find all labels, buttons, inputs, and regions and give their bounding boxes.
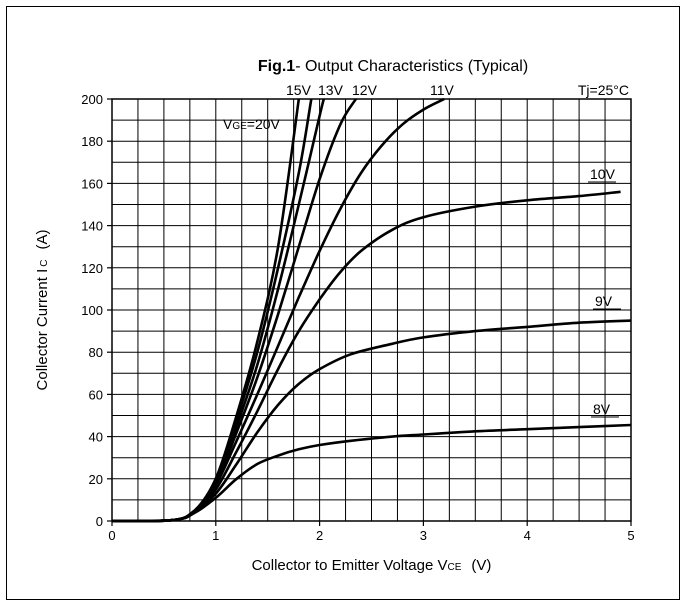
series-label-12v: 12V [352,82,378,98]
x-tick-label: 2 [316,528,323,543]
y-tick-label: 180 [81,134,103,149]
x-tick-label: 5 [627,528,634,543]
y-tick-label: 140 [81,219,103,234]
series-label-15v: 15V [286,82,312,98]
series-label-10v: 10V [590,166,616,182]
chart-title: Fig.1- Output Characteristics (Typical) [258,58,528,75]
x-tick-label: 1 [212,528,219,543]
temperature-annotation: Tj=25°C [578,82,629,98]
x-tick-label: 4 [524,528,531,543]
series-label-11v: 11V [430,82,455,98]
series-line-8v [111,423,632,523]
chart-plot: Fig.1- Output Characteristics (Typical) … [34,58,635,574]
y-tick-label: 40 [89,430,103,445]
y-tick-label: 160 [81,176,103,191]
y-tick-label: 80 [89,345,103,360]
x-tick-labels: 0 1 2 3 4 5 [108,528,634,543]
series-label-13v: 13V [318,82,344,98]
y-tick-label: 200 [81,92,103,107]
y-axis-label: Collector Current I C (A) [34,230,51,391]
y-tick-label: 20 [89,472,103,487]
y-tick-label: 0 [96,514,103,529]
x-tick-label: 3 [420,528,427,543]
grid-lines [112,99,631,521]
y-tick-label: 120 [81,261,103,276]
x-axis-label-sub: CE [448,562,462,573]
y-tick-label: 100 [81,303,103,318]
series-label-9v: 9V [595,293,613,309]
y-axis-label-sub: C [39,260,50,267]
y-axis-label-text: Collector Current I [34,269,51,391]
chart-title-rest: - Output Characteristics (Typical) [295,58,528,75]
series-line-10v [111,190,621,523]
figure-frame: Fig.1- Output Characteristics (Typical) … [6,6,680,600]
y-tick-label: 60 [89,387,103,402]
chart-title-bold: Fig.1 [258,58,295,75]
series-lines [111,97,632,523]
x-axis-label: Collector to Emitter Voltage VCE (V) [252,557,492,574]
series-labels: VGE=20V 15V 13V 12V 11V 10V 9V 8V [223,82,621,418]
y-axis-label-unit: (A) [34,230,51,250]
x-axis-label-text: Collector to Emitter Voltage V [252,557,448,574]
series-label-8v: 8V [593,401,611,417]
series-label-vge-20v: VGE=20V [223,116,281,132]
y-tick-labels: 0 20 40 60 80 100 120 140 160 180 200 [81,92,103,529]
x-axis-label-unit: (V) [471,557,491,574]
axes [107,98,632,526]
series-line-9v [111,319,632,523]
x-tick-label: 0 [108,528,115,543]
